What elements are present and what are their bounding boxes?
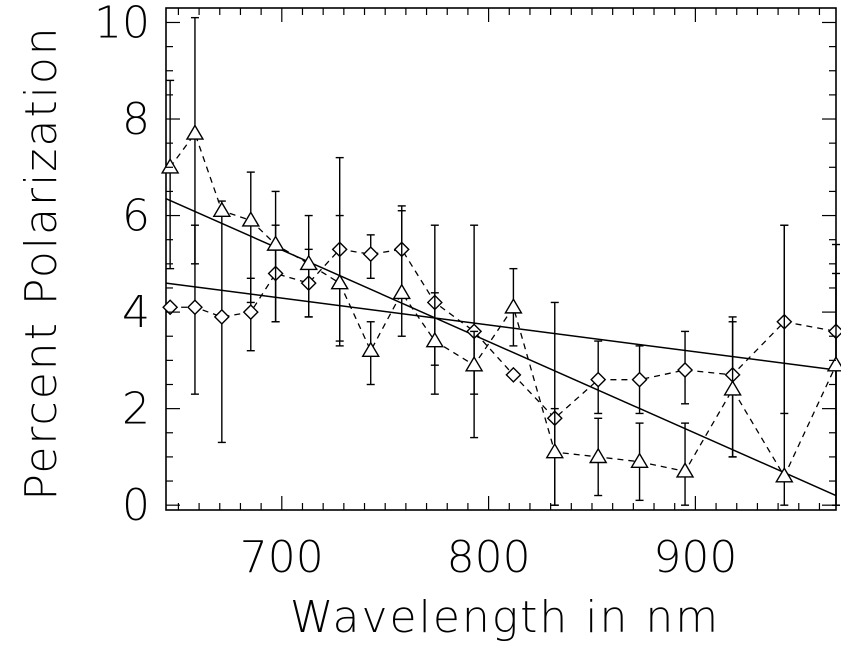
x-tick-label: 800: [447, 532, 531, 583]
diamond-series: [162, 200, 841, 506]
triangle-marker: [212, 201, 232, 218]
y-axis-title: Percent Polarization: [16, 25, 67, 500]
diamond-marker: [505, 366, 522, 383]
triangle-marker: [775, 466, 794, 483]
y-tick-label: 2: [122, 384, 150, 435]
y-tick-label: 10: [94, 0, 150, 48]
plot-frame: [165, 7, 837, 511]
diamond-marker: [631, 371, 648, 388]
triangle-series-line: [169, 132, 837, 478]
x-tick-label: 900: [653, 532, 737, 583]
y-tick-label: 8: [122, 94, 150, 145]
triangle-marker: [330, 273, 349, 290]
x-tick-label: 700: [240, 532, 324, 583]
triangle-series: [160, 16, 841, 506]
diamond-marker: [186, 299, 203, 316]
triangle-marker: [241, 211, 261, 227]
fit-line: [165, 197, 837, 497]
diamond-marker: [590, 371, 607, 388]
y-tick-label: 4: [122, 287, 150, 338]
triangle-marker: [160, 157, 180, 174]
triangle-marker: [464, 355, 484, 372]
triangle-marker: [545, 442, 564, 459]
triangle-marker: [504, 297, 523, 314]
triangle-marker: [826, 355, 841, 372]
diamond-marker: [362, 246, 379, 263]
triangle-marker: [392, 283, 411, 300]
triangle-marker: [723, 379, 742, 396]
triangle-marker: [185, 124, 205, 140]
x-axis-title: Wavelength in nm: [290, 592, 720, 643]
fit-lines: [165, 197, 837, 497]
triangle-marker: [266, 235, 285, 251]
data-series: [160, 16, 841, 506]
diamond-marker: [213, 308, 230, 325]
diamond-marker: [677, 362, 694, 379]
triangle-marker: [425, 331, 445, 348]
y-tick-label: 0: [122, 480, 150, 531]
triangle-marker: [299, 254, 318, 271]
plot-area-border: [165, 7, 837, 511]
axis-ticks: 0 2 4 6 8 10 700 800 900: [94, 0, 836, 583]
diamond-marker: [242, 304, 259, 321]
diamond-marker: [162, 299, 179, 316]
triangle-marker: [675, 462, 695, 478]
y-tick-label: 6: [122, 191, 150, 242]
triangle-marker: [630, 452, 649, 469]
triangle-marker: [588, 447, 608, 464]
triangle-marker: [361, 341, 380, 358]
